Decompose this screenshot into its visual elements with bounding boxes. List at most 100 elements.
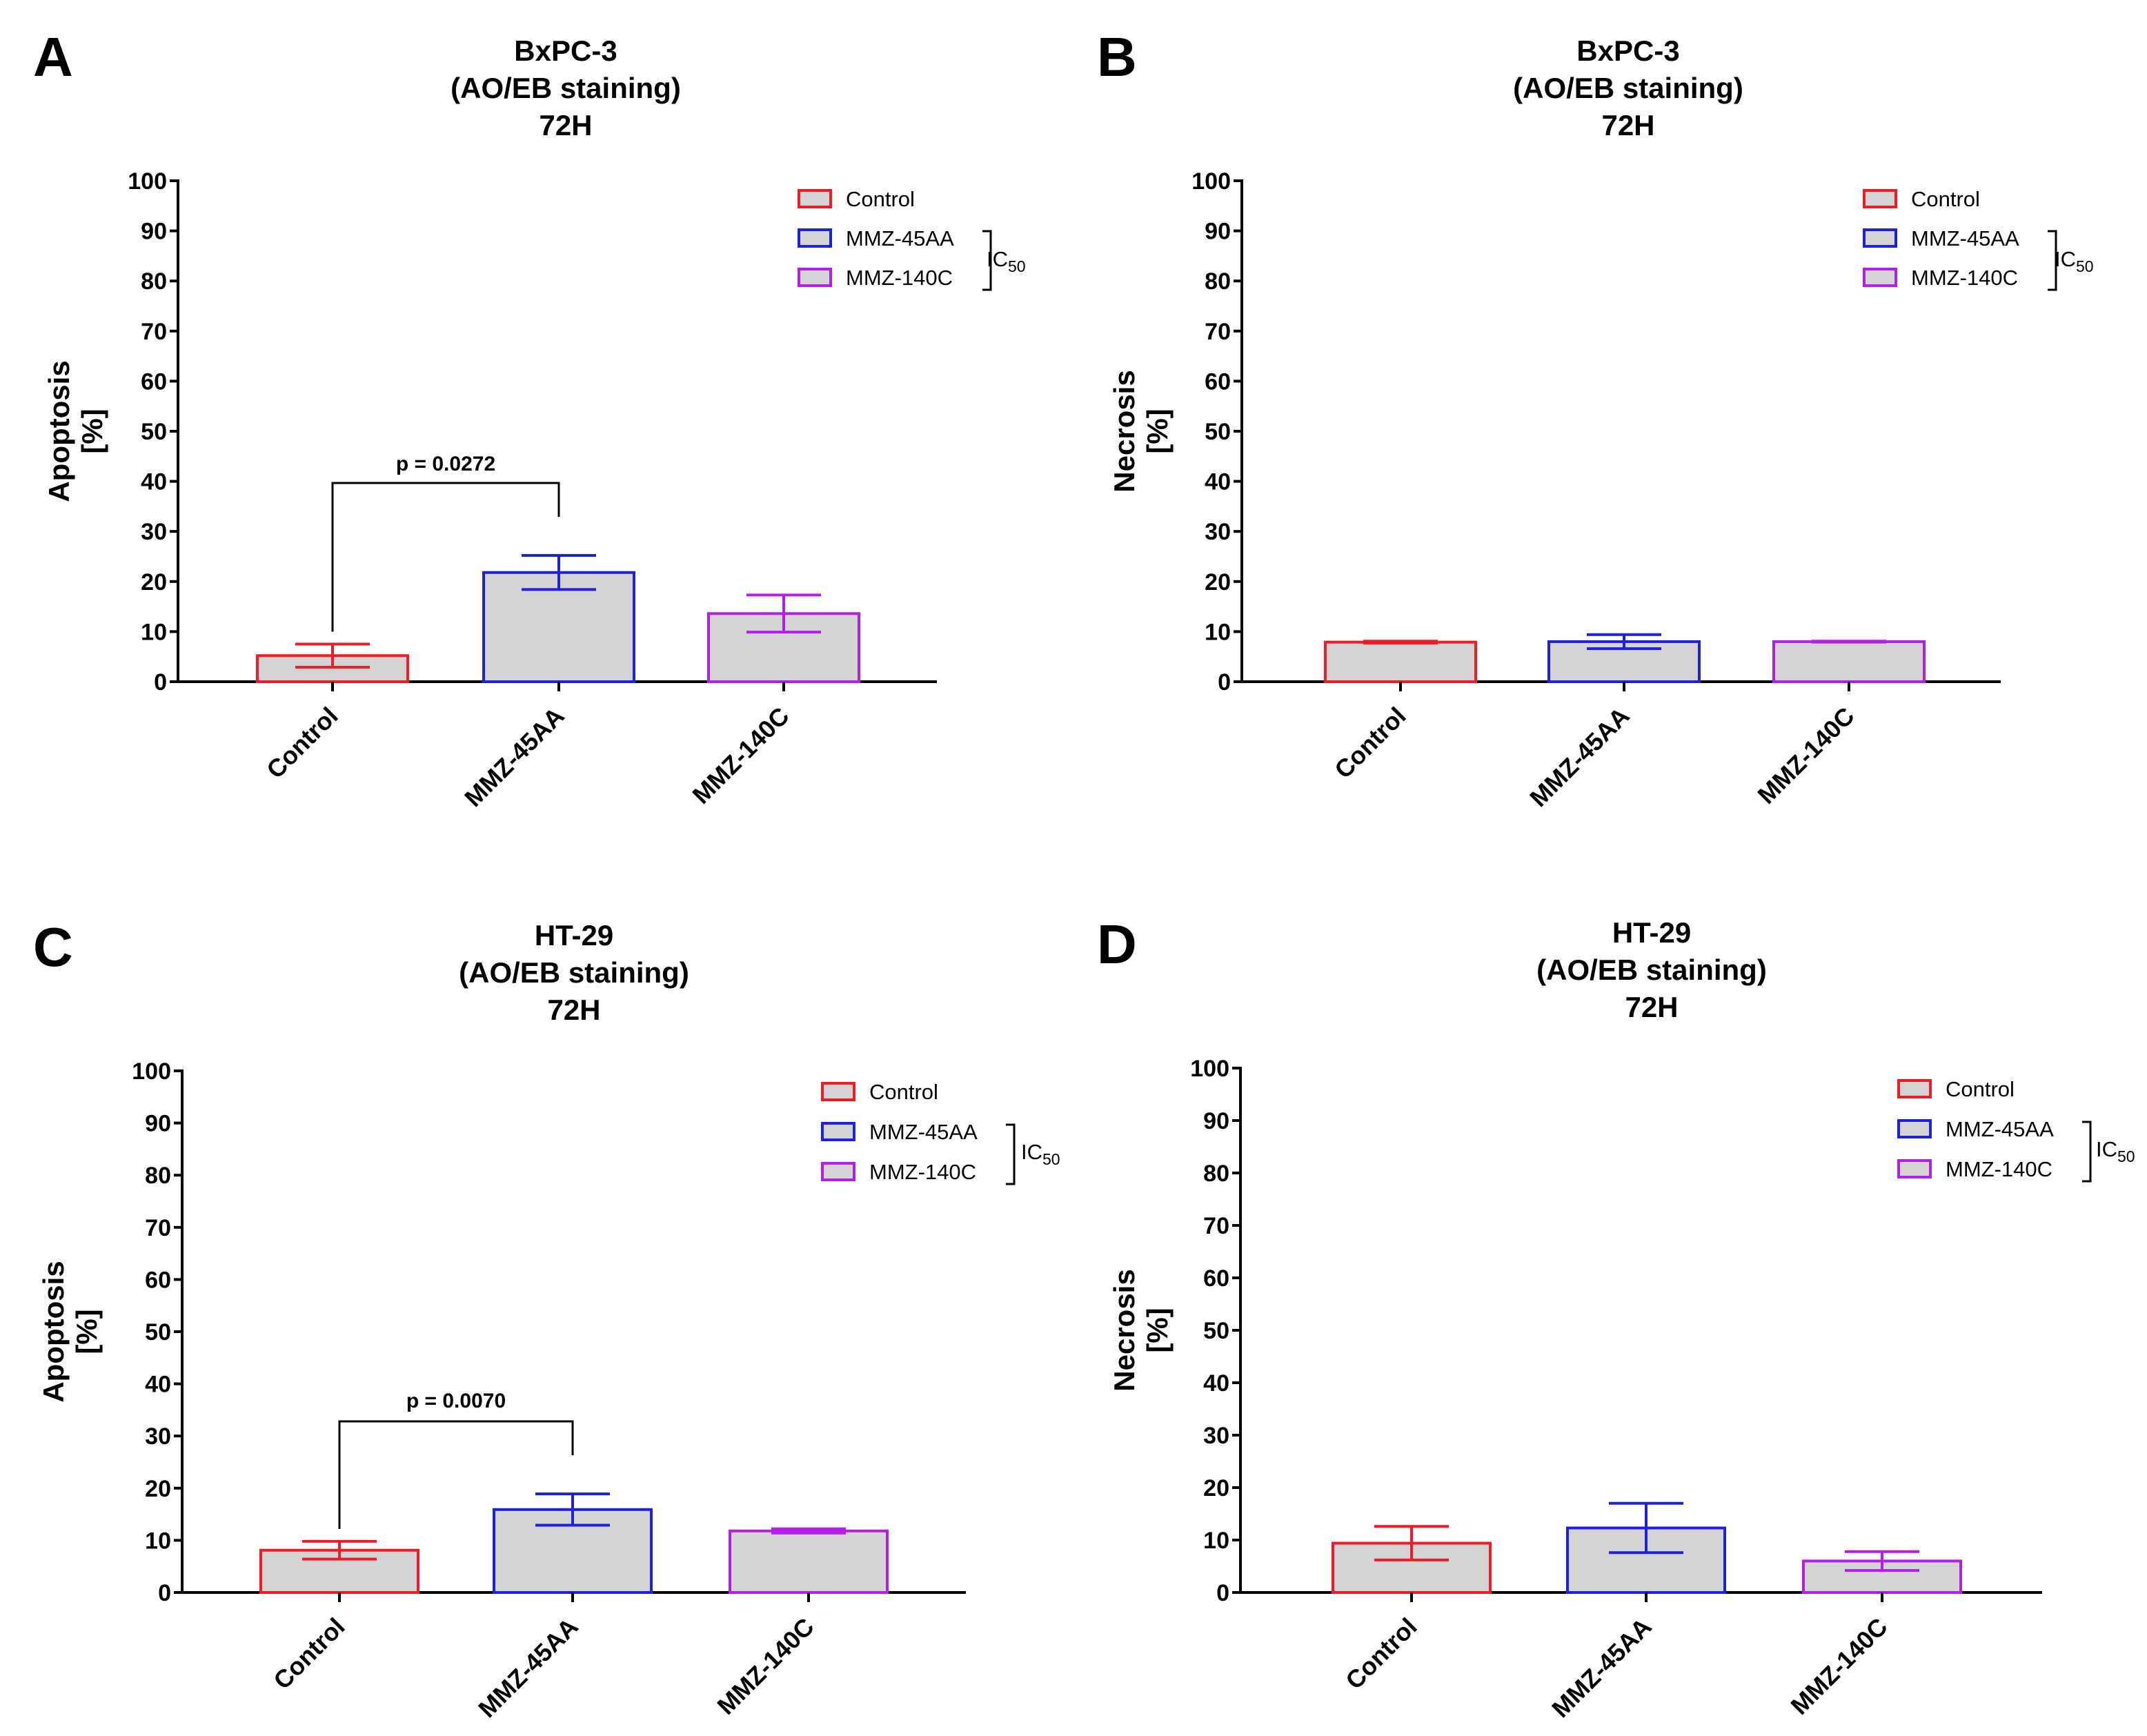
legend-swatch-control [1863, 189, 1897, 208]
significance-label: p = 0.0272 [396, 453, 495, 475]
y-tick-label: 70 [1203, 1213, 1229, 1239]
y-tick-label: 80 [1203, 1161, 1229, 1187]
y-axis-label: Apoptosis [%] [43, 360, 108, 502]
panel-letter: A [33, 26, 73, 88]
y-tick-label: 60 [141, 368, 167, 395]
y-tick-label: 0 [1218, 669, 1231, 696]
y-axis-label-line: Apoptosis [37, 1261, 70, 1402]
x-tick-label: MMZ-45AA [1546, 1612, 1657, 1724]
y-axis-label: Apoptosis [%] [37, 1261, 103, 1402]
legend-swatch-mmz-45aa [821, 1122, 855, 1141]
y-tick-label: 50 [141, 419, 167, 445]
chart-title-line: BxPC-3 [1576, 34, 1679, 67]
legend-swatch-control [1897, 1079, 1932, 1098]
x-tick-label: Control [1340, 1612, 1422, 1695]
y-axis-label-line: [%] [76, 408, 108, 453]
y-tick-label: 70 [141, 319, 167, 345]
y-tick-label: 40 [145, 1372, 171, 1398]
y-tick-label: 50 [1205, 419, 1231, 445]
y-axis-label: Necrosis [%] [1108, 1269, 1174, 1391]
legend-label-mmz-45aa: MMZ-45AA [869, 1120, 978, 1144]
x-tick-label: MMZ-45AA [459, 702, 570, 813]
legend-label-mmz-45aa: MMZ-45AA [1911, 226, 2019, 250]
chart-title-line: 72H [1625, 991, 1678, 1023]
ic50-bracket [2048, 230, 2057, 291]
y-tick-label: 30 [141, 519, 167, 545]
significance-bracket [338, 1420, 574, 1529]
y-axis-label-line: [%] [1141, 1308, 1174, 1352]
x-tick-label: MMZ-140C [1785, 1612, 1892, 1720]
y-axis-label-line: Necrosis [1108, 1269, 1140, 1391]
legend-label-control: Control [1911, 187, 1980, 211]
legend-label-mmz-140c: MMZ-140C [869, 1160, 976, 1184]
y-tick-label: 20 [1203, 1475, 1229, 1501]
x-tick-label: Control [1329, 702, 1411, 784]
chart-title-line: HT-29 [535, 919, 613, 951]
legend-label-mmz-45aa: MMZ-45AA [846, 226, 954, 250]
chart-title-line: (AO/EB staining) [459, 956, 689, 989]
legend-label-mmz-140c: MMZ-140C [1911, 266, 2018, 290]
y-tick-label: 80 [1205, 268, 1231, 295]
legend-label-mmz-140c: MMZ-140C [846, 266, 953, 290]
chart-title-line: BxPC-3 [514, 34, 617, 67]
ic50-label: IC50 [987, 247, 1026, 275]
bar-control [256, 654, 409, 683]
y-tick-label: 10 [145, 1528, 171, 1554]
legend-swatch-mmz-140c [1897, 1159, 1932, 1178]
legend-label-mmz-45aa: MMZ-45AA [1946, 1117, 2054, 1141]
y-tick-label: 60 [1203, 1265, 1229, 1292]
panel-letter: B [1097, 26, 1137, 88]
y-tick-label: 50 [145, 1319, 171, 1345]
y-tick-label: 40 [1205, 469, 1231, 495]
ic50-label-sub: 50 [1042, 1150, 1060, 1168]
y-tick-label: 70 [1205, 319, 1231, 345]
chart-title-line: 72H [1601, 109, 1654, 141]
y-tick-label: 20 [145, 1476, 171, 1502]
chart-title-line: 72H [539, 109, 592, 141]
chart-title-line: (AO/EB staining) [1513, 72, 1743, 104]
ic50-label-main: IC [1021, 1140, 1042, 1164]
x-tick-label: MMZ-140C [1752, 702, 1859, 809]
y-tick-label: 80 [141, 268, 167, 295]
legend-label-control: Control [869, 1080, 938, 1104]
y-tick-label: 90 [141, 219, 167, 245]
x-tick-label: Control [268, 1612, 350, 1695]
legend-swatch-mmz-45aa [798, 228, 832, 248]
significance-bracket [331, 482, 560, 632]
ic50-label-sub: 50 [1008, 257, 1026, 275]
bar-control [1324, 640, 1477, 683]
legend-label-control: Control [1946, 1077, 2015, 1101]
ic50-bracket [1006, 1123, 1016, 1185]
legend-swatch-mmz-140c [1863, 268, 1897, 287]
legend-swatch-mmz-140c [798, 268, 832, 287]
y-tick-label: 80 [145, 1163, 171, 1189]
y-tick-label: 0 [158, 1580, 171, 1606]
panel-c: C HT-29 (AO/EB staining) 72H 0 10 20 30 40 50 60 70… [33, 916, 1060, 1723]
panel-d: D HT-29 (AO/EB staining) 72H 0 10 20 30 40 50 60 70… [1097, 914, 2135, 1723]
panel-letter: D [1097, 914, 1137, 975]
y-tick-label: 20 [1205, 569, 1231, 595]
y-tick-label: 0 [154, 669, 167, 696]
ic50-label: IC50 [1021, 1140, 1060, 1168]
chart-title-line: 72H [547, 994, 600, 1026]
legend: Control MMZ-45AA MMZ-140C IC50 [1863, 187, 2094, 291]
y-axis-label-line: [%] [1141, 408, 1174, 453]
chart-title-line: HT-29 [1612, 916, 1691, 949]
y-tick-label: 40 [141, 469, 167, 495]
ic50-label-main: IC [2055, 247, 2076, 271]
legend: Control MMZ-45AA MMZ-140C IC50 [821, 1080, 1060, 1185]
ic50-label: IC50 [2096, 1137, 2135, 1165]
legend-swatch-control [821, 1082, 855, 1101]
y-tick-label: 90 [1205, 219, 1231, 245]
legend-label-control: Control [846, 187, 915, 211]
y-axis-label-line: [%] [70, 1309, 103, 1354]
legend: Control MMZ-45AA MMZ-140C IC50 [1897, 1077, 2135, 1183]
ic50-bracket [982, 230, 992, 291]
y-tick-label: 0 [1216, 1580, 1229, 1606]
legend-swatch-control [798, 189, 832, 208]
ic50-label-sub: 50 [2076, 257, 2094, 275]
y-tick-label: 90 [1203, 1108, 1229, 1134]
legend-swatch-mmz-140c [821, 1162, 855, 1181]
panel-b: B BxPC-3 (AO/EB staining) 72H 0 10 20 30 40 50 60 7… [1097, 26, 2094, 812]
